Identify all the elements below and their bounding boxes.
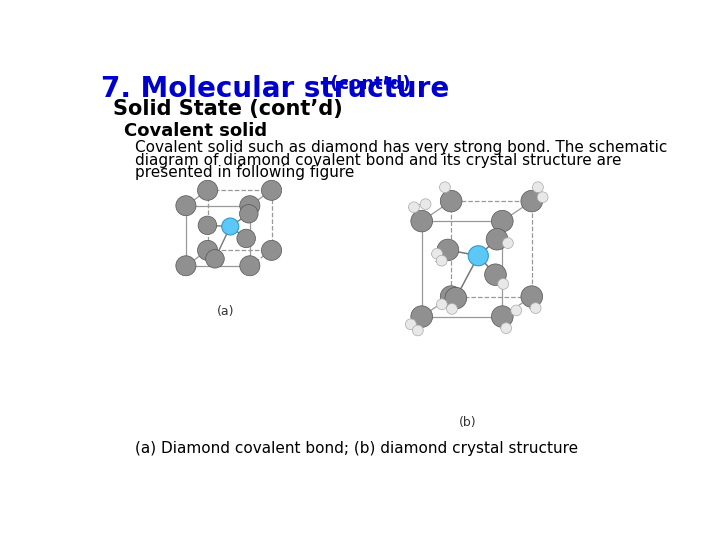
Ellipse shape [197, 180, 217, 200]
Text: (b): (b) [459, 416, 476, 429]
Ellipse shape [436, 255, 447, 266]
Ellipse shape [530, 303, 541, 314]
Ellipse shape [441, 190, 462, 212]
Ellipse shape [503, 238, 513, 248]
Text: diagram of diamond covalent bond and its crystal structure are: diagram of diamond covalent bond and its… [135, 153, 621, 167]
Ellipse shape [436, 299, 447, 309]
Ellipse shape [437, 239, 459, 261]
Ellipse shape [176, 256, 196, 276]
Ellipse shape [446, 303, 457, 314]
Text: Covalent solid: Covalent solid [124, 122, 267, 140]
Ellipse shape [411, 211, 433, 232]
Ellipse shape [521, 286, 543, 307]
Text: (a) Diamond covalent bond; (b) diamond crystal structure: (a) Diamond covalent bond; (b) diamond c… [135, 441, 578, 456]
Text: (a): (a) [217, 305, 235, 318]
Ellipse shape [492, 306, 513, 327]
Text: Solid State (cont’d): Solid State (cont’d) [113, 99, 343, 119]
Ellipse shape [240, 195, 260, 215]
Ellipse shape [441, 286, 462, 307]
Ellipse shape [500, 323, 512, 334]
Ellipse shape [413, 325, 423, 336]
Ellipse shape [510, 305, 522, 316]
Ellipse shape [197, 240, 217, 260]
Text: Covalent solid such as diamond has very strong bond. The schematic: Covalent solid such as diamond has very … [135, 140, 667, 156]
Ellipse shape [240, 205, 258, 223]
Text: presented in following figure: presented in following figure [135, 165, 354, 180]
Ellipse shape [533, 182, 544, 193]
Text: (cont’d): (cont’d) [324, 75, 410, 93]
Ellipse shape [237, 229, 256, 248]
Ellipse shape [445, 287, 467, 309]
Ellipse shape [431, 248, 443, 259]
Ellipse shape [176, 195, 196, 215]
Ellipse shape [439, 182, 451, 193]
Text: 7. Molecular structure: 7. Molecular structure [101, 75, 449, 103]
Ellipse shape [206, 249, 224, 268]
Ellipse shape [411, 306, 433, 327]
Ellipse shape [537, 192, 548, 202]
Ellipse shape [198, 216, 217, 234]
Ellipse shape [468, 246, 488, 266]
Ellipse shape [261, 180, 282, 200]
Ellipse shape [486, 228, 508, 250]
Ellipse shape [420, 199, 431, 210]
Ellipse shape [240, 256, 260, 276]
Ellipse shape [485, 264, 506, 286]
Ellipse shape [521, 190, 543, 212]
Ellipse shape [498, 279, 508, 289]
Ellipse shape [405, 319, 416, 330]
Ellipse shape [222, 218, 239, 235]
Ellipse shape [261, 240, 282, 260]
Ellipse shape [492, 211, 513, 232]
Ellipse shape [408, 202, 419, 213]
